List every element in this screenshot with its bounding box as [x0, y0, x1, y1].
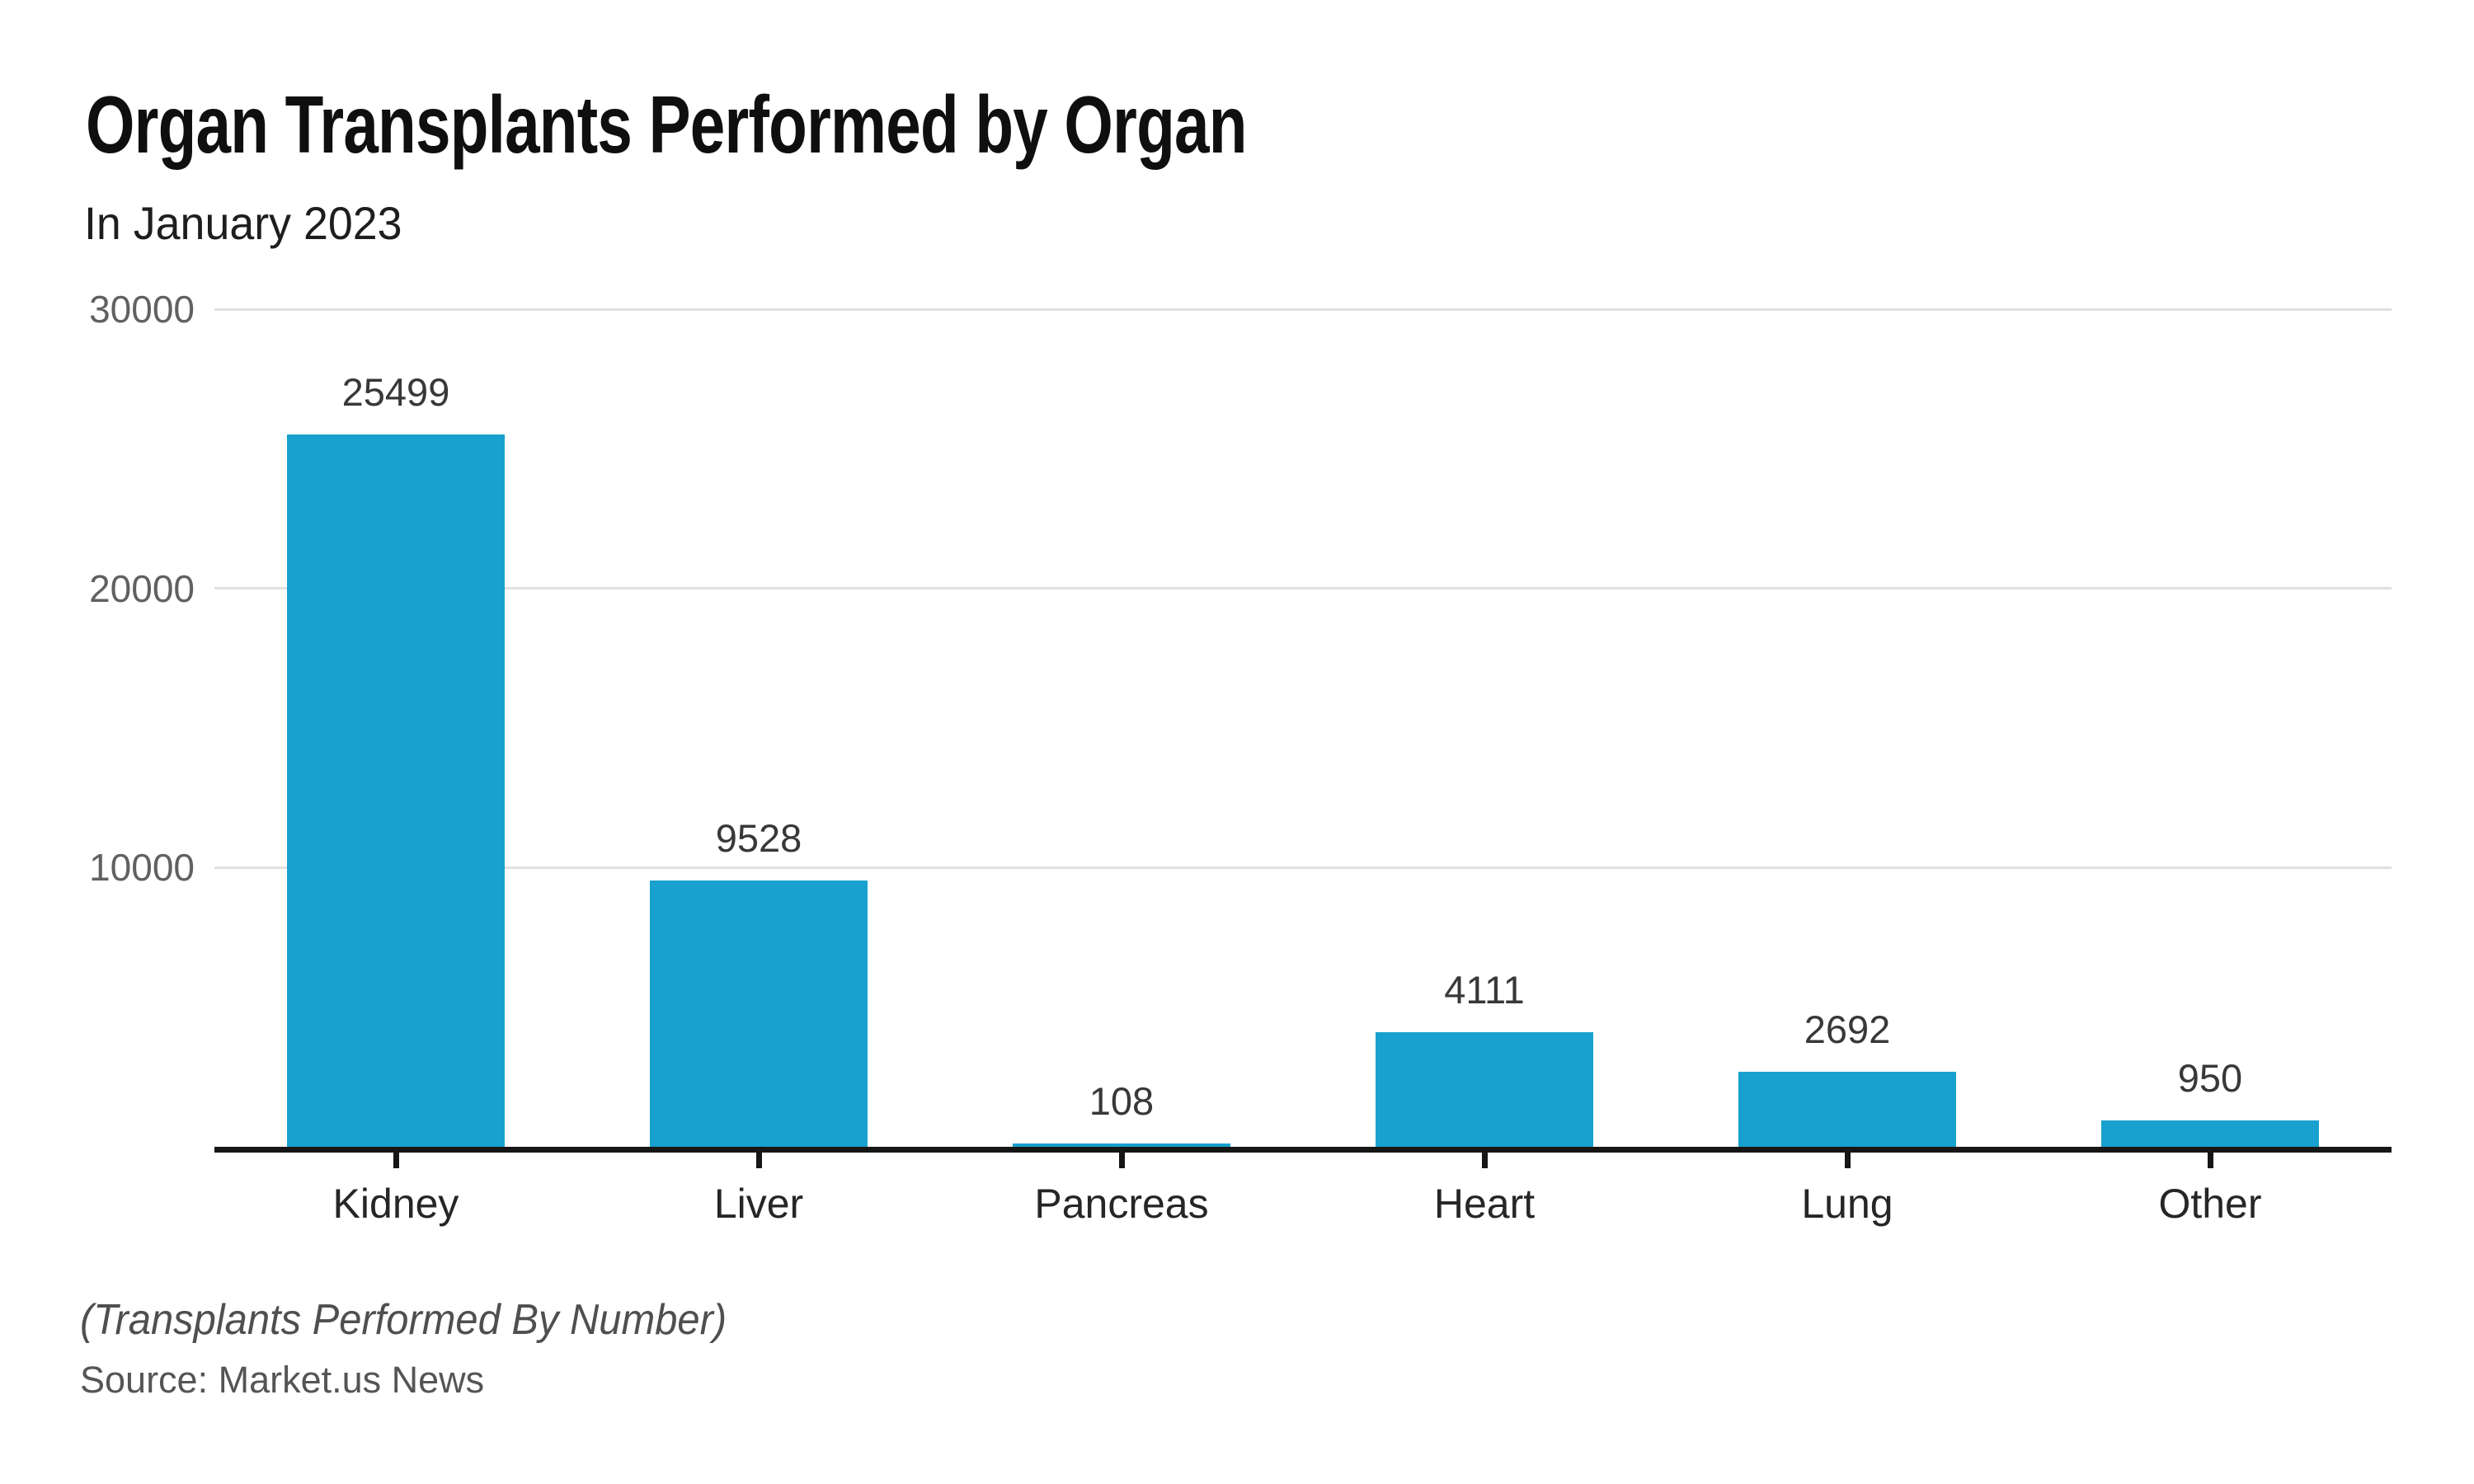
y-axis-tick-label: 10000	[89, 846, 195, 890]
gridline	[214, 866, 2392, 869]
footnote: (Transplants Performed By Number)	[80, 1296, 727, 1344]
bar-lung	[1738, 1072, 1956, 1147]
x-axis-category-label: Kidney	[332, 1181, 459, 1227]
bar-group-pancreas: 108 Pancreas	[940, 309, 1303, 1227]
chart-subtitle: In January 2023	[84, 197, 402, 249]
bar-value-label: 2692	[1804, 1007, 1891, 1051]
x-axis-tick	[1119, 1153, 1125, 1168]
x-axis-category-label: Heart	[1433, 1181, 1536, 1227]
bar-kidney	[287, 434, 505, 1147]
grid-row-20000: 20000	[0, 570, 2392, 608]
bar-heart	[1376, 1032, 1593, 1147]
bar-group-kidney: 25499 Kidney	[214, 309, 577, 1227]
bar-value-label: 4111	[1444, 968, 1525, 1012]
x-axis-tick	[393, 1153, 399, 1168]
x-axis-category-label: Lung	[1801, 1181, 1893, 1227]
x-axis-category-label: Pancreas	[1034, 1181, 1209, 1227]
bar-group-other: 950 Other	[2029, 309, 2392, 1227]
gridline	[214, 308, 2392, 311]
bar-other	[2101, 1120, 2319, 1147]
bar-value-label: 108	[1089, 1079, 1155, 1123]
x-axis-category-label: Liver	[713, 1181, 804, 1227]
bar-group-liver: 9528 Liver	[577, 309, 940, 1227]
bar-group-lung: 2692 Lung	[1666, 309, 2029, 1227]
chart-title: Organ Transplants Performed by Organ	[86, 79, 1247, 170]
bar-value-label: 950	[2177, 1056, 2243, 1100]
bar-pancreas	[1013, 1144, 1230, 1147]
bar-group-heart: 4111 Heart	[1303, 309, 1666, 1227]
x-axis-tick	[1845, 1153, 1851, 1168]
x-axis-tick	[756, 1153, 762, 1168]
y-axis-tick-label: 30000	[89, 288, 195, 331]
source-credit: Source: Market.us News	[80, 1359, 485, 1401]
x-axis-line	[214, 1147, 2392, 1153]
bar-value-label: 9528	[715, 816, 802, 860]
bar-value-label: 25499	[341, 370, 450, 414]
x-axis-category-label: Other	[2158, 1181, 2262, 1227]
bar-liver	[650, 881, 868, 1147]
x-axis-tick	[2208, 1153, 2213, 1168]
y-axis-tick-label: 20000	[89, 566, 195, 610]
grid-row-10000: 10000	[0, 848, 2392, 886]
x-axis-tick	[1482, 1153, 1488, 1168]
gridline	[214, 587, 2392, 590]
grid-row-30000: 30000	[0, 290, 2392, 328]
